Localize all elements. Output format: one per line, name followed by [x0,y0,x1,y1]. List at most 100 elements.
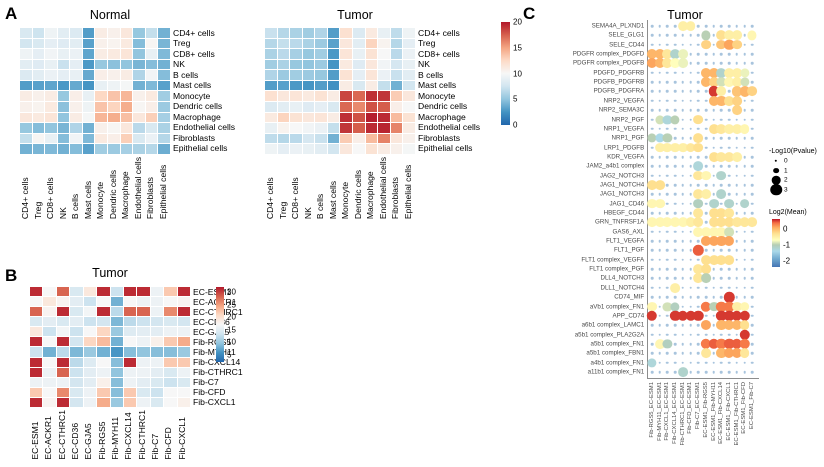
heatmap-cell [83,377,97,387]
dotplot-dot [658,174,661,177]
dotplot-dot [701,30,711,40]
panel-a-colorbar-gradient [501,22,510,125]
dotplot-dot [666,258,669,262]
dotplot-dot [654,142,665,153]
panel-b-colorbar: 30 25 20 15 10 5 [216,287,236,362]
dotplot-dot [750,24,754,28]
heatmap-row-label: Fib-CTHRC1 [193,366,243,377]
dotplot-dot [681,230,685,234]
heatmap-cell [43,357,56,367]
heatmap-cell [277,144,290,154]
heatmap-cell [120,38,133,49]
dotplot-dot [724,152,735,162]
heatmap-cell [277,133,290,144]
heatmap-cell [158,38,170,49]
heatmap-row-label: CD4+ cells [173,27,215,38]
dotplot-dot [650,239,654,243]
dotplot-dot [731,30,742,41]
dotplot-dot [696,34,700,37]
heatmap-cell [32,28,45,38]
dotplot-dot [666,155,669,159]
dotplot-dot [681,249,685,252]
heatmap-cell [30,287,43,297]
heatmap-cell [137,337,150,347]
dotplot-dot [681,183,685,187]
heatmap-row-label: Fibroblasts [173,132,216,143]
dotplot-dot [704,164,708,168]
dotplot-dot [727,333,731,336]
heatmap-cell [390,59,403,70]
dotplot-dot [696,155,700,159]
heatmap-cell [30,297,43,307]
heatmap-cell [32,80,45,91]
heatmap-cell [164,357,177,367]
heatmap-cell [277,70,290,80]
heatmap-cell [110,387,123,397]
heatmap-cell [150,287,164,297]
dotplot-dot [650,286,654,290]
dotplot-dot [647,180,657,190]
heatmap-cell [32,144,45,154]
dotplot-dot [677,49,688,59]
dotplot-dot [731,39,742,50]
heatmap-row-label: CD8+ cells [418,48,460,59]
dotplot-dot [670,114,680,125]
dotplot-dot [735,370,739,374]
heatmap-cell [145,28,158,38]
heatmap-cell [277,49,290,59]
heatmap-cell [390,80,403,91]
dotplot-dot [716,30,727,41]
heatmap-cell [95,38,108,49]
dotplot-dot [700,338,712,350]
heatmap-cell [340,70,353,80]
heatmap-cell [353,91,365,102]
dotplot-dot [650,43,654,46]
dotplot-dot [750,136,754,140]
dotplot-dot [712,43,715,46]
dotplot-row-label: PDGFD_PDGFRB [593,69,645,77]
dotplot-dot [689,277,692,280]
heatmap-cell [378,38,390,49]
dotplot-dot [701,254,711,265]
heatmap-cell [70,49,82,59]
dotplot-dot [689,127,692,131]
heatmap-cell [390,38,403,49]
dotplot-dot [689,136,692,140]
dotplot-dot [689,267,692,271]
heatmap-row-label: EC-ESM1 [193,286,232,297]
dotplot-dot [666,239,669,243]
dotplot-dot [681,211,685,215]
dotplot-dot [724,95,735,106]
heatmap-cell [365,91,378,102]
dotplot-dot [681,43,685,46]
heatmap-cell [20,80,32,91]
dotplot-dot [670,282,681,293]
dotplot-dot [696,342,700,346]
heatmap-cell [82,133,95,144]
dotplot-dot [681,239,685,243]
heatmap-row-label: B cells [418,69,444,80]
heatmap-cell [265,144,277,154]
heatmap-cell [45,133,57,144]
dotplot-dot [731,77,742,87]
heatmap-cell [45,102,57,112]
dotplot-dot [750,286,754,290]
heatmap-cell [327,133,340,144]
dotplot-dot [716,348,727,359]
heatmap-cell [57,91,70,102]
dotplot-dot [747,86,758,97]
dotplot-dot [704,183,708,187]
heatmap-cell [390,91,403,102]
dotplot-dot [658,230,661,234]
heatmap-cell [83,337,97,347]
heatmap-cell [340,59,353,70]
heatmap-cell [177,337,190,347]
dotplot-dot [666,34,669,37]
dotplot-dot [689,155,692,159]
dotplot-row-label: JAG1_NOTCH3 [599,190,645,198]
dotplot-dot [720,118,723,121]
dotplot-dot [693,133,704,144]
heatmap-cell [57,28,70,38]
dotplot-dot [735,211,739,215]
dotplot-dot [673,90,677,93]
